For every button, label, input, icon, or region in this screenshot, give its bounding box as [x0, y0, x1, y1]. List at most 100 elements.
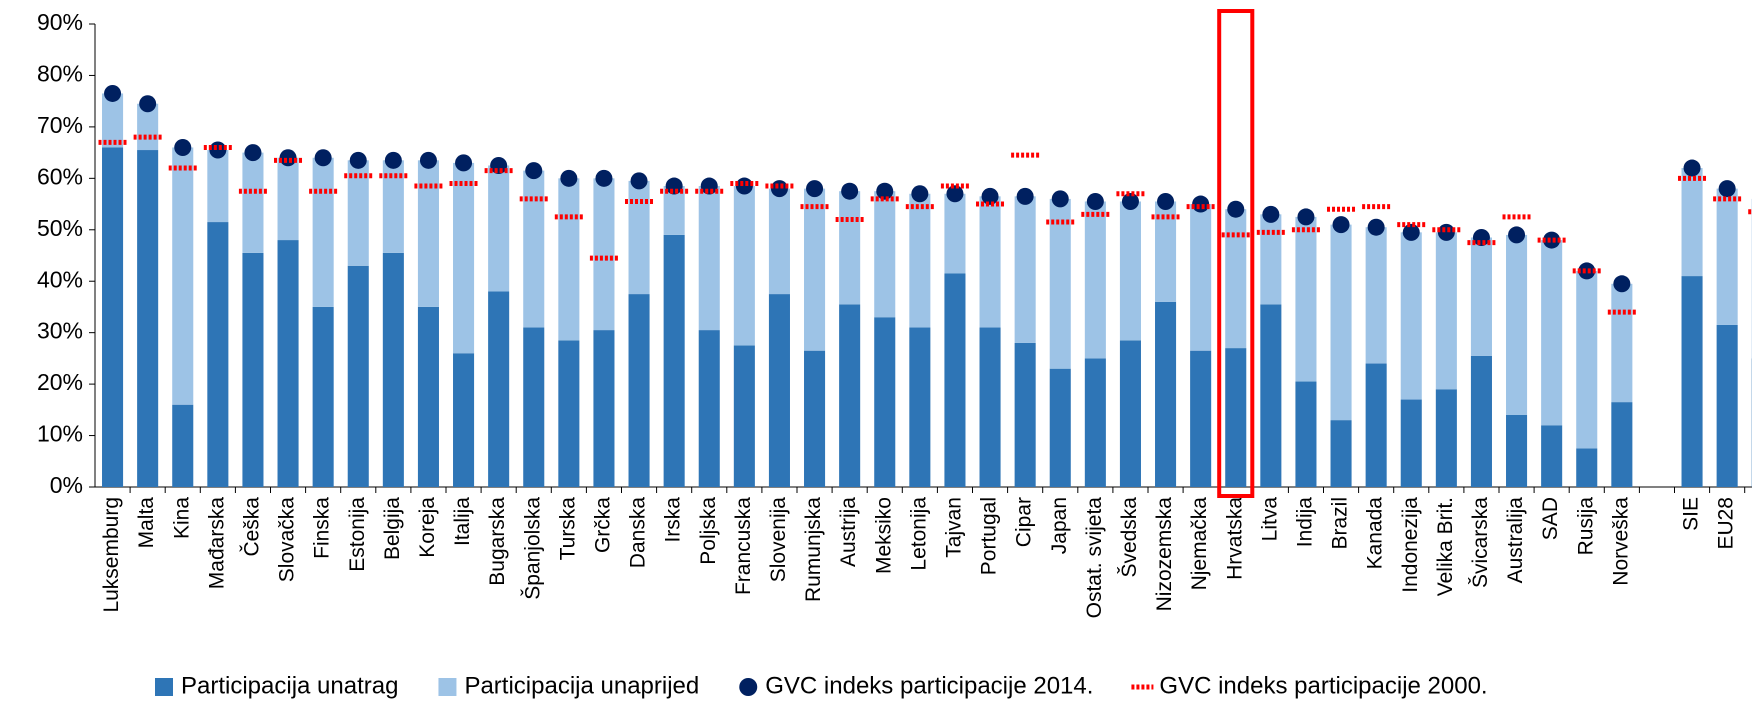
x-tick-label: Cipar — [1013, 497, 1036, 547]
index-dot — [1121, 192, 1139, 210]
x-tick-label: Portugal — [978, 497, 1001, 575]
x-tick-label: Španjolska — [521, 497, 544, 600]
bar-segment — [207, 150, 229, 223]
legend-swatch — [438, 678, 457, 696]
y-tick-label: 40% — [37, 266, 83, 292]
index-dot — [1227, 200, 1245, 218]
bar-segment — [1541, 240, 1563, 426]
bar-segment — [523, 327, 545, 487]
x-tick-label: Estonija — [346, 497, 369, 572]
index-dot — [841, 182, 859, 200]
bar-segment — [1014, 342, 1036, 487]
bar-segment — [979, 196, 1001, 328]
bar-segment — [839, 304, 861, 487]
bar-segment — [909, 193, 931, 328]
index-dot — [1402, 223, 1420, 241]
x-tick-label: Koreja — [416, 497, 439, 558]
y-tick-label: 90% — [37, 9, 83, 35]
bar-segment — [733, 186, 755, 346]
y-tick-label: 30% — [37, 318, 83, 344]
bar-segment — [1611, 283, 1633, 403]
index-dot — [174, 138, 192, 156]
bar-segment — [453, 162, 475, 354]
index-dot — [1157, 192, 1175, 210]
x-tick-label: Turska — [556, 497, 579, 561]
bar-segment — [1681, 168, 1703, 277]
x-tick-label: SAD — [1539, 497, 1562, 540]
x-tick-label: Njemačka — [1188, 497, 1211, 591]
bar-segment — [207, 222, 229, 488]
index-dot — [595, 169, 613, 187]
index-dot — [104, 84, 122, 102]
bar-segment — [347, 265, 369, 487]
x-tick-label: Luksemburg — [100, 497, 123, 613]
bar-segment — [663, 234, 685, 487]
bar-segment — [1716, 188, 1738, 325]
x-tick-label: Indija — [1293, 497, 1316, 548]
index-dot — [1543, 231, 1561, 249]
bar-segment — [242, 252, 264, 487]
y-tick-label: 70% — [37, 112, 83, 138]
bar-segment — [874, 191, 896, 318]
bar-segment — [277, 157, 299, 241]
x-tick-label: Kina — [170, 497, 193, 539]
index-dot — [349, 151, 367, 169]
bar-segment — [1576, 270, 1598, 449]
index-dot — [314, 149, 332, 167]
bar-segment — [874, 317, 896, 487]
index-dot — [1367, 218, 1385, 236]
bar-segment — [1014, 196, 1036, 343]
index-dot — [700, 177, 718, 195]
bar-segment — [1155, 301, 1177, 487]
bar-segment — [1225, 348, 1247, 487]
bar-segment — [768, 188, 790, 295]
index-dot — [244, 144, 262, 162]
x-tick-label: EU28 — [1715, 497, 1738, 550]
bar-segment — [1611, 402, 1633, 487]
x-tick-label: Finska — [311, 497, 334, 559]
x-tick-label: Švicarska — [1469, 497, 1492, 588]
x-tick-label: Danska — [627, 497, 650, 569]
legend-label: GVC indeks participacije 2014. — [765, 672, 1093, 699]
bar-segment — [1155, 201, 1177, 302]
legend-label: GVC indeks participacije 2000. — [1159, 672, 1487, 699]
bar-segment — [768, 294, 790, 487]
x-tick-label: Kanada — [1364, 497, 1387, 570]
x-tick-label: Japan — [1048, 497, 1071, 554]
x-tick-label: Svijet — [1750, 497, 1752, 549]
bar-segment — [382, 160, 404, 253]
x-tick-label: Slovenija — [767, 497, 790, 583]
index-dot — [981, 187, 999, 205]
index-dot — [139, 95, 157, 113]
index-dot — [490, 156, 508, 174]
bar-segment — [312, 306, 334, 487]
x-tick-label: Ostat. svijeta — [1083, 497, 1106, 619]
index-dot — [209, 141, 227, 159]
legend-label: Participacija unaprijed — [464, 672, 699, 699]
bar-segment — [1119, 201, 1141, 341]
bar-segment — [1260, 304, 1282, 487]
x-tick-label: Rumunjska — [802, 497, 825, 602]
index-dot — [1508, 226, 1526, 244]
bar-segment — [382, 252, 404, 487]
x-tick-label: Belgija — [381, 497, 404, 560]
index-dot — [1051, 190, 1069, 208]
x-tick-label: Letonija — [907, 497, 930, 571]
bar-segment — [417, 160, 439, 307]
index-dot — [630, 172, 648, 190]
bar-segment — [1049, 198, 1071, 369]
index-dot — [560, 169, 578, 187]
bar-segment — [979, 327, 1001, 487]
bar-segment — [1260, 214, 1282, 305]
bar-segment — [1541, 425, 1563, 487]
index-dot — [1578, 262, 1596, 280]
legend-swatch — [739, 678, 758, 696]
x-tick-label: Australija — [1504, 497, 1527, 584]
bar-segment — [102, 147, 124, 487]
bar-segment — [1295, 216, 1317, 382]
bar-segment — [242, 152, 264, 253]
bar-segment — [944, 273, 966, 487]
index-dot — [946, 185, 964, 203]
bar-segment — [1435, 232, 1457, 390]
